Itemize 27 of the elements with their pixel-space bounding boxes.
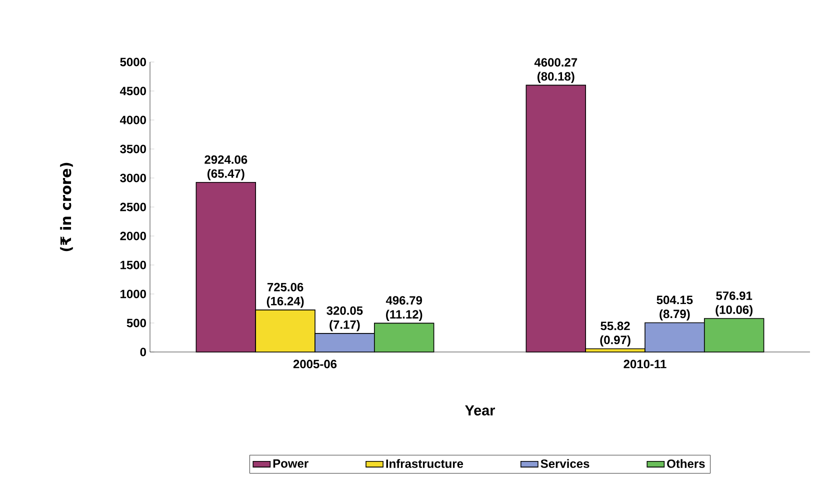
y-tick-label: 3000 <box>120 174 146 182</box>
y-tick-label: 4500 <box>120 86 146 96</box>
y-tick-label: 500 <box>126 318 146 328</box>
y-tick-label: 1500 <box>120 260 146 270</box>
y-tick-label: 2000 <box>120 232 146 240</box>
y-tick-label: 2500 <box>120 202 146 212</box>
data-label: 576.91 (10.06) <box>716 291 753 316</box>
x-tick-label: 2010-11 <box>624 360 666 368</box>
y-tick-label: 1000 <box>120 290 146 298</box>
data-label: 55.82 (0.97) <box>600 322 630 347</box>
x-axis-title: Year <box>465 405 495 416</box>
legend-label: Services <box>540 459 590 468</box>
data-label: 320.05 (7.17) <box>326 306 363 332</box>
data-label: 504.15 (8.79) <box>656 296 693 321</box>
x-tick-label: 2005-06 <box>293 360 337 368</box>
data-label: 496.79 (11.12) <box>386 296 422 321</box>
data-label: 4600.27 (80.18) <box>534 58 578 83</box>
y-tick-label: 4000 <box>120 116 146 124</box>
y-tick-label: 5000 <box>120 58 146 66</box>
legend-label: Others <box>667 459 705 468</box>
legend-label: Power <box>273 459 308 468</box>
y-tick-label: 3500 <box>120 144 146 154</box>
y-tick-label: 0 <box>140 348 146 356</box>
y-axis-title: (₹ in crore) <box>60 162 73 252</box>
data-label: 725.06 (16.24) <box>266 282 304 308</box>
data-label: 2924.06 (65.47) <box>204 155 248 180</box>
legend-label: Infrastructure <box>386 459 464 468</box>
